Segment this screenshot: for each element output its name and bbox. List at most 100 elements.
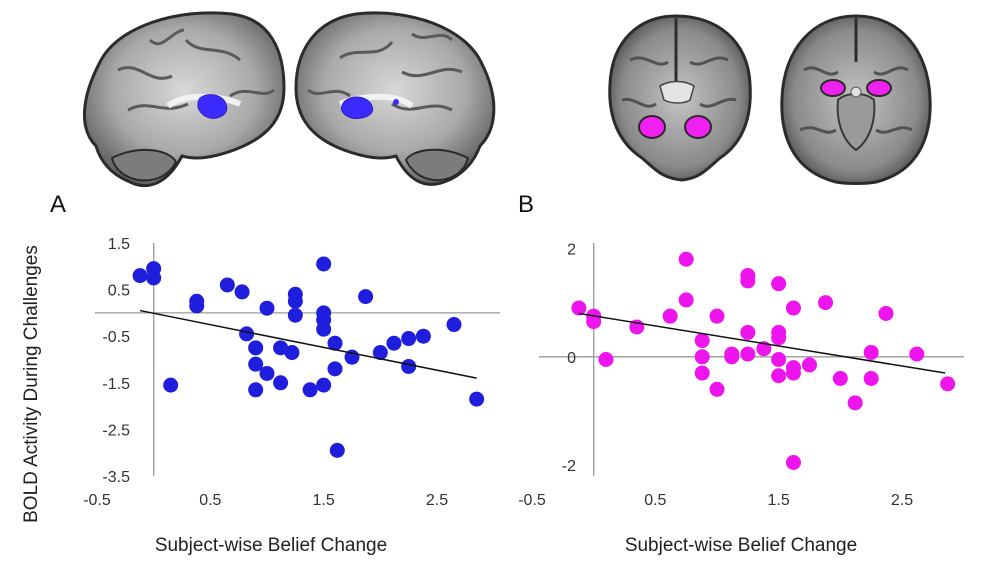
panel-a-data-point <box>401 331 417 347</box>
amygdala-blob-right <box>684 115 712 139</box>
panel-a-data-point <box>302 382 318 398</box>
panel-a-data-point <box>248 340 264 356</box>
panel-a-data-point <box>163 377 179 393</box>
panel-b-data-point <box>662 308 678 324</box>
panel-b-data-point <box>847 395 863 411</box>
panel-b-data-point <box>694 349 710 365</box>
panel-a-data-point <box>287 307 303 323</box>
panel-b-data-point <box>740 346 756 362</box>
panel-b-data-point <box>709 381 725 397</box>
panel-a-data-point <box>316 377 332 393</box>
panel-b-data-point <box>771 352 787 367</box>
amygdala-blob-axial-right <box>866 79 892 97</box>
panel-b-y-tick-label: 2 <box>567 241 576 258</box>
panel-b-data-point <box>818 295 834 311</box>
panel-b-data-point <box>694 365 710 381</box>
panel-a-data-point <box>284 345 300 361</box>
panel-a-data-point <box>248 382 264 398</box>
panel-b-data-point <box>909 346 925 362</box>
panel-a-data-point <box>259 365 275 381</box>
insula-blob-right <box>341 96 374 119</box>
panel-a-x-tick-label: 0.5 <box>199 492 221 509</box>
panel-a-data-point <box>329 442 345 458</box>
panel-a-data-point <box>146 270 162 286</box>
panel-b-data-point <box>771 276 787 292</box>
insula-blob-left <box>197 94 228 119</box>
panel-a-data-point <box>248 356 264 372</box>
panel-b-trendline <box>578 312 946 374</box>
panel-a-data-point <box>239 326 255 342</box>
panel-b-data-point <box>598 352 614 367</box>
panel-b-data-point <box>678 292 694 308</box>
panel-a-data-point <box>132 268 148 284</box>
panel-a-data-point <box>415 328 431 344</box>
brain-sagittal-right <box>294 11 496 186</box>
panel-b-data-point <box>724 349 740 365</box>
panel-a-y-tick-label: 1.5 <box>108 236 130 253</box>
panel-a-data-point <box>287 293 303 309</box>
panel-a-data-point <box>469 391 485 407</box>
panel-a-y-tick-label: -3.5 <box>102 469 130 486</box>
chart-panel-a: A 1.5 0.5 -0.5 -1.5 -2.5 -3.5 -0.5 0.5 1.5 2.5 S… <box>50 191 500 556</box>
panel-a-trendline <box>139 309 477 379</box>
brain-sagittal-left <box>83 11 286 187</box>
panel-a-x-tick-label: 1.5 <box>313 492 335 509</box>
panel-b-y-tick-label: 0 <box>567 350 576 367</box>
panel-b-data-point <box>785 454 801 470</box>
panel-a-data-point <box>446 317 462 333</box>
panel-a-data-point <box>327 361 343 377</box>
amygdala-blob-left <box>638 115 666 139</box>
panel-a-y-tick-label: -2.5 <box>102 422 130 439</box>
panel-a-data-point <box>316 256 332 272</box>
panel-b-data-point <box>678 251 694 267</box>
panel-b-data-point <box>785 300 801 316</box>
panel-b-x-tick-label: 1.5 <box>768 492 790 509</box>
panel-b-data-point <box>740 324 756 340</box>
panel-a-data-point <box>273 340 289 356</box>
panel-a-y-tick-label: -1.5 <box>102 376 130 393</box>
panel-a-data-point <box>273 375 289 391</box>
panel-b-data-point <box>709 308 725 324</box>
panel-b-data-point <box>771 368 787 384</box>
brain-axial <box>780 14 932 185</box>
panel-a-data-point <box>372 345 388 361</box>
panel-a-y-tick-label: -0.5 <box>102 329 130 346</box>
panel-a-data-point <box>234 284 250 300</box>
panel-a-x-label: Subject-wise Belief Change <box>155 535 387 556</box>
panel-b-data-point <box>586 314 602 330</box>
panel-a-label: A <box>50 191 66 218</box>
panel-b-x-tick-label: 0.5 <box>644 492 666 509</box>
panel-a-data-point <box>327 335 343 351</box>
brain-coronal <box>608 14 752 182</box>
amygdala-blob-axial-left <box>820 79 846 97</box>
panel-b-data-point <box>740 273 756 289</box>
panel-b-data-point <box>571 300 587 316</box>
panel-b-data-point <box>785 365 801 381</box>
panel-a-x-tick-label: 2.5 <box>426 492 448 509</box>
panel-b-data-point <box>878 305 894 321</box>
panel-b-data-point <box>771 330 787 346</box>
panel-b-x-tick-label: 2.5 <box>891 492 913 509</box>
panel-b-data-point <box>802 357 817 373</box>
panel-a-data-point <box>401 358 417 374</box>
panel-a-data-point <box>316 321 332 337</box>
panel-a-data-point <box>259 300 275 316</box>
panel-b-data-point <box>940 376 956 392</box>
panel-b-label: B <box>518 191 534 218</box>
panel-b-x-tick-label: -0.5 <box>518 492 546 509</box>
panel-b-data-point <box>863 370 879 386</box>
panel-b-y-tick-label: -2 <box>562 458 576 475</box>
panel-b-data-point <box>832 370 848 386</box>
panel-b-data-point <box>694 333 710 349</box>
y-axis-label: BOLD Activity During Challenges <box>21 245 42 523</box>
panel-b-data-point <box>863 344 879 360</box>
panel-a-x-tick-label: -0.5 <box>83 492 111 509</box>
panel-a-y-tick-label: 0.5 <box>108 283 130 300</box>
chart-panel-b: B 2 0 -2 -0.5 0.5 1.5 2.5 Subject-wise Belief… <box>518 191 964 556</box>
panel-a-data-point <box>358 289 374 305</box>
panel-a-data-point <box>219 277 235 293</box>
insula-blob-right-small <box>393 99 399 105</box>
panel-a-data-point <box>189 298 205 314</box>
panel-b-x-label: Subject-wise Belief Change <box>625 535 857 556</box>
